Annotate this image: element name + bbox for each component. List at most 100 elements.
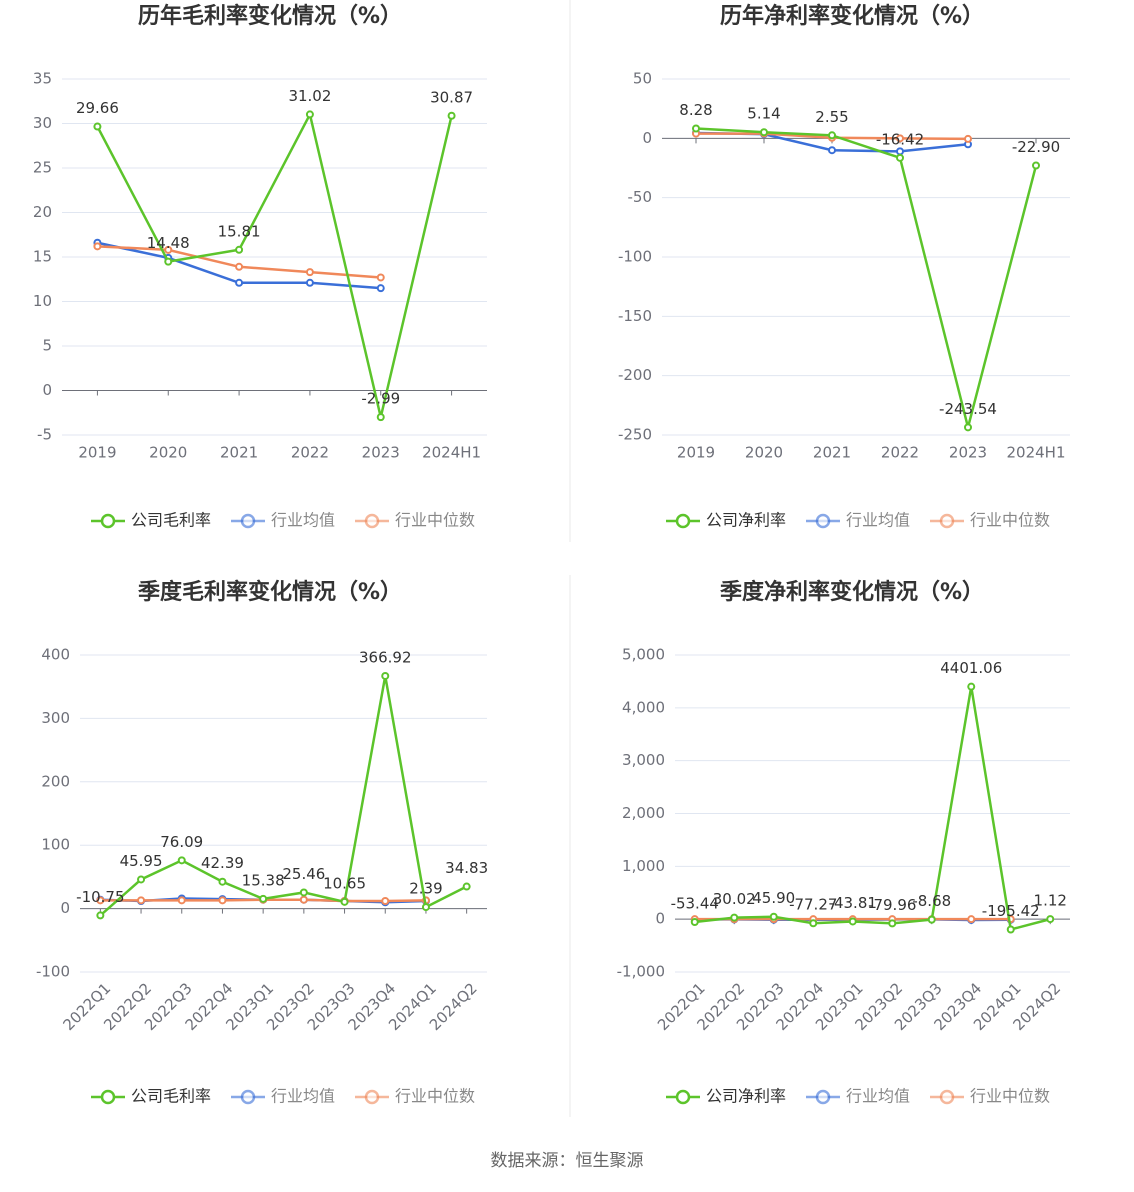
data-point [299,888,308,897]
data-label: -79.96 [868,896,916,914]
data-label: -10.75 [76,888,124,906]
chart-title: 季度毛利率变化情况（%） [138,579,402,605]
data-point [381,896,390,905]
data-point [967,915,976,924]
legend-item[interactable]: 行业中位数 [930,1087,1050,1106]
chart-title: 季度净利率变化情况（%） [720,579,984,605]
legend-item[interactable]: 行业中位数 [930,511,1050,530]
data-label: 29.66 [76,99,119,117]
data-point [259,894,268,903]
legend-item[interactable]: 公司毛利率 [91,1087,211,1106]
data-point [164,245,173,254]
x-tick-label: 2021 [220,444,258,462]
data-label: 2.39 [409,880,442,898]
legend-label: 公司净利率 [706,511,786,530]
legend-label: 行业中位数 [970,511,1050,530]
y-tick-label: -150 [618,307,652,325]
legend-symbol [364,1089,380,1105]
legend-symbol [939,513,955,529]
data-point [848,917,857,926]
y-tick-label: 100 [41,836,70,854]
data-point [218,877,227,886]
y-tick-label: 35 [33,70,52,88]
x-tick-label: 2022 [881,444,919,462]
y-tick-label: 300 [41,709,70,727]
legend-symbol [364,513,380,529]
data-point [299,895,308,904]
x-tick-label: 2024H1 [1007,444,1066,462]
y-tick-label: 15 [33,248,52,266]
legend-symbol [240,1089,256,1105]
data-point [235,262,244,271]
data-point [690,917,699,926]
legend-label: 公司毛利率 [131,511,211,530]
data-point [164,257,173,266]
legend-symbol [100,513,116,529]
data-point [896,153,904,162]
y-tick-label: 50 [633,70,652,88]
data-point [828,146,836,155]
data-point [760,128,768,137]
y-tick-label: 3,000 [622,751,665,769]
legend-item[interactable]: 行业均值 [806,1087,910,1106]
source: 数据来源：恒生聚源 [491,1151,644,1171]
data-point [96,911,105,920]
data-point [1032,161,1040,170]
data-label: 15.81 [218,222,261,240]
data-point [447,111,456,120]
x-tick-label: 2023 [949,444,987,462]
data-label: -22.90 [1012,138,1060,156]
series-line [99,675,468,917]
legend-item[interactable]: 行业均值 [231,511,335,530]
legend-item[interactable]: 公司净利率 [666,511,786,530]
data-point [809,919,818,928]
y-tick-label: 0 [655,910,665,928]
y-tick-label: 5,000 [622,646,665,664]
y-tick-label: 200 [41,772,70,790]
legend-item[interactable]: 行业中位数 [355,511,475,530]
chart-title: 历年毛利率变化情况（%） [138,3,402,29]
x-tick-label: 2020 [149,444,187,462]
y-tick-label: 4,000 [622,698,665,716]
data-label: 45.95 [120,852,163,870]
legend-item[interactable]: 公司净利率 [666,1087,786,1106]
legend-label: 行业均值 [271,511,335,530]
data-point [177,896,186,905]
y-tick-label: -100 [36,963,70,981]
legend-item[interactable]: 行业均值 [231,1087,335,1106]
legend-item[interactable]: 行业均值 [806,511,910,530]
y-tick-label: 0 [42,381,52,399]
x-tick-label: 2020 [745,444,783,462]
y-tick-label: 0 [60,899,70,917]
data-point [964,134,972,143]
data-label: 76.09 [160,833,203,851]
series-line [695,127,1038,428]
x-tick-label: 2019 [677,444,715,462]
data-point [93,122,102,131]
legend-symbol [815,513,831,529]
legend-symbol [100,1089,116,1105]
legend-item[interactable]: 公司毛利率 [91,511,211,530]
data-point [177,856,186,865]
data-point [96,896,105,905]
y-tick-label: -200 [618,366,652,384]
y-tick-label: 0 [642,129,652,147]
y-tick-label: 10 [33,292,52,310]
data-label: 31.02 [288,87,331,105]
series-line [694,686,1051,932]
legend-symbol [675,513,691,529]
y-tick-label: 20 [33,203,52,221]
legend-symbol [815,1089,831,1105]
data-label: 1.12 [1034,892,1067,910]
legend-label: 行业中位数 [970,1087,1050,1106]
legend-item[interactable]: 行业中位数 [355,1087,475,1106]
data-point [376,273,385,282]
y-tick-label: 2,000 [622,804,665,822]
data-label: 14.48 [147,234,190,252]
data-point [692,124,700,133]
y-tick-label: 1,000 [622,857,665,875]
data-label: 25.46 [282,865,325,883]
legend-label: 公司毛利率 [131,1087,211,1106]
